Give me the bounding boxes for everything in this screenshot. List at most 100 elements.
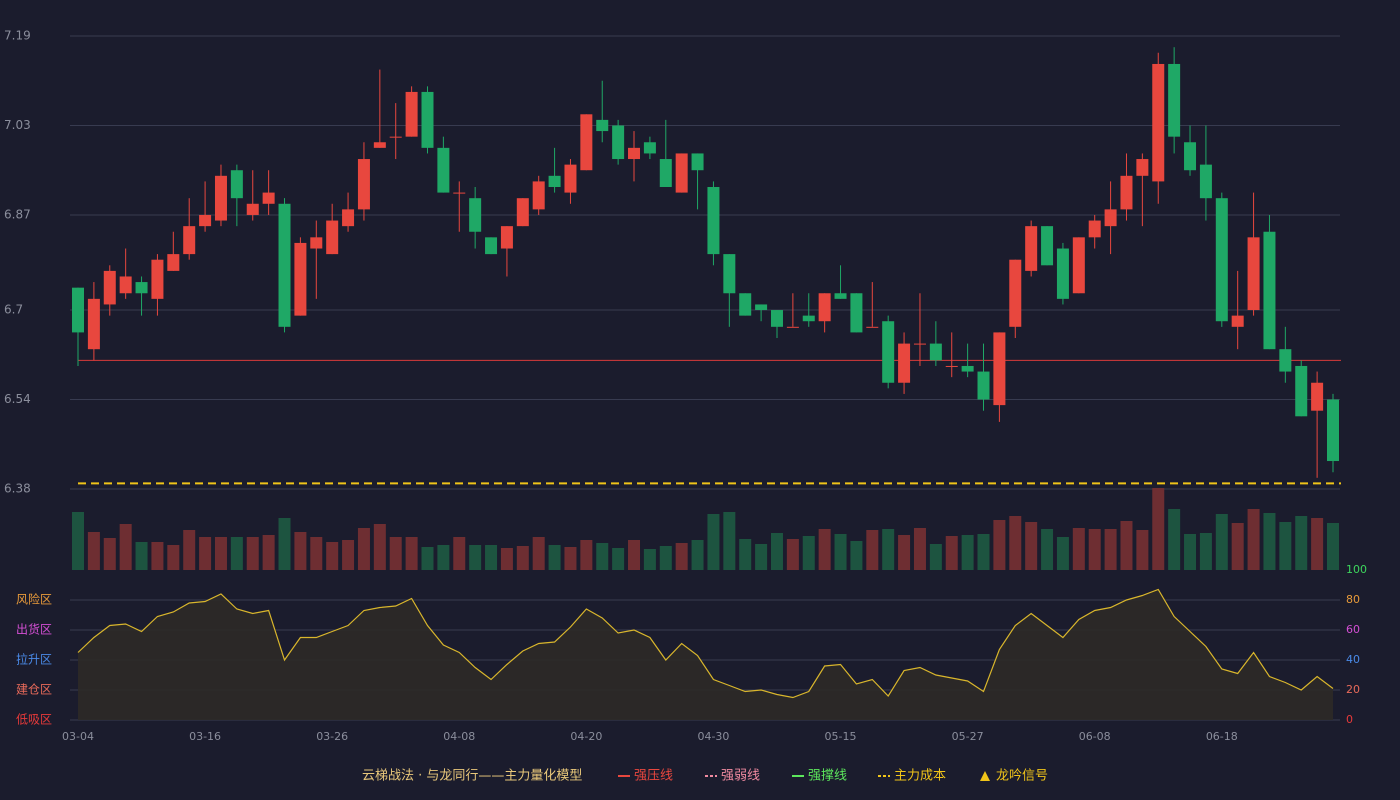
candle-body: [1184, 142, 1197, 171]
candle-body: [1056, 248, 1069, 299]
volume-bar: [1295, 516, 1308, 570]
volume-bar: [913, 528, 926, 570]
y-tick-label: 7.03: [4, 118, 31, 132]
candle-body: [1295, 365, 1308, 417]
volume-bar: [469, 545, 482, 570]
x-tick-label: 05-27: [952, 730, 984, 743]
volume-bar: [1025, 522, 1038, 570]
volume-bar: [961, 535, 974, 570]
candle-body: [278, 203, 291, 327]
volume-bar: [675, 543, 688, 570]
candle-body: [453, 192, 466, 194]
volume-bar: [1168, 509, 1181, 570]
volume-bar: [421, 547, 434, 570]
volume-bar: [1279, 522, 1292, 570]
candle-body: [945, 365, 958, 367]
volume-bar: [993, 520, 1006, 570]
volume-bar: [786, 539, 799, 570]
candle-body: [326, 220, 339, 255]
volume-bar: [548, 545, 561, 570]
volume-bar: [739, 539, 752, 570]
volume-bar: [770, 533, 783, 570]
candle-body: [770, 310, 783, 327]
legend-label: 强撑线: [808, 769, 847, 784]
volume-bar: [659, 546, 672, 570]
volume-bar: [135, 542, 148, 570]
volume-bar: [437, 545, 450, 570]
candle-body: [469, 198, 482, 232]
volume-bar: [151, 542, 164, 570]
volume-bar: [596, 543, 609, 570]
candle-body: [516, 198, 529, 227]
x-tick-label: 06-18: [1206, 730, 1238, 743]
candle-body: [659, 159, 672, 187]
candle-body: [723, 254, 736, 294]
volume-bar: [1088, 529, 1101, 570]
candle-body: [262, 192, 275, 204]
volume-bar: [977, 534, 990, 570]
y-tick-label: 7.19: [4, 29, 31, 43]
candle-body: [183, 226, 196, 255]
candle-body: [802, 315, 815, 322]
candle-body: [913, 343, 926, 345]
candle-body: [1009, 259, 1022, 327]
volume-bar: [453, 537, 466, 570]
volume-bar: [500, 548, 513, 570]
candle-body: [1041, 226, 1054, 266]
volume-bar: [802, 536, 815, 570]
candle-body: [707, 187, 720, 255]
candle-body: [532, 181, 545, 210]
volume-bar: [643, 549, 656, 570]
x-tick-label: 06-08: [1079, 730, 1111, 743]
oscillator-line: [77, 588, 1334, 699]
candle-body: [675, 153, 688, 193]
candle-body: [119, 276, 132, 294]
candle-body: [548, 175, 561, 187]
candle-body: [993, 332, 1006, 406]
candle-body: [135, 282, 148, 294]
x-tick-label: 03-04: [62, 730, 94, 743]
candle-body: [357, 159, 370, 210]
volume-bar: [357, 528, 370, 570]
volume-bar: [262, 535, 275, 570]
volume-bar: [199, 537, 212, 570]
volume-bar: [405, 537, 418, 570]
candle-body: [580, 114, 593, 171]
volume-bar: [850, 541, 863, 570]
y-tick-label: 6.7: [4, 303, 23, 317]
candle-body: [739, 293, 752, 316]
candle-body: [437, 147, 450, 193]
candle-body: [977, 371, 990, 400]
volume-bar: [1184, 534, 1197, 570]
candle-body: [294, 242, 307, 316]
volume-bar: [485, 545, 498, 570]
y2-tick-label: 20: [1346, 683, 1360, 696]
candle-body: [1136, 159, 1149, 176]
legend-label: 龙吟信号: [996, 768, 1048, 784]
candle-body: [866, 326, 879, 328]
x-tick-label: 03-26: [316, 730, 348, 743]
x-tick-label: 04-30: [697, 730, 729, 743]
volume-bar: [294, 532, 307, 570]
volume-bar: [1056, 537, 1069, 570]
candle-body: [421, 91, 434, 148]
volume-bar: [72, 512, 84, 570]
candle-body: [1279, 349, 1292, 372]
candle-body: [1120, 175, 1133, 210]
volume-bar: [310, 537, 323, 570]
volume-bar: [564, 547, 577, 570]
candle-body: [628, 147, 641, 160]
candle-body: [167, 254, 180, 271]
candle-body: [1072, 237, 1085, 294]
volume-bar: [389, 537, 402, 570]
volume-bar: [326, 542, 339, 570]
candle-body: [898, 343, 911, 383]
volume-bar: [103, 538, 116, 570]
candle-body: [1152, 63, 1165, 182]
volume-bar: [1311, 518, 1324, 570]
legend-title: 云梯战法 · 与龙同行——主力量化模型: [362, 769, 582, 784]
candle-body: [1168, 63, 1181, 137]
candle-body: [485, 237, 498, 255]
candle-body: [1025, 226, 1038, 271]
